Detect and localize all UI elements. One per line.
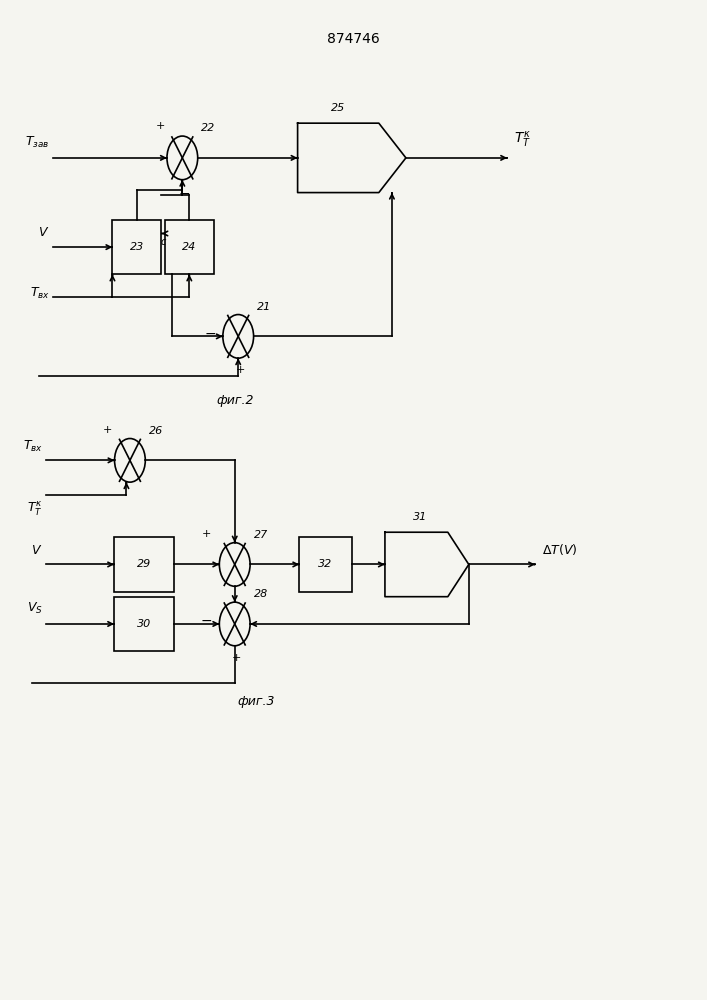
Text: +: +: [202, 529, 211, 539]
Text: $\mathit{T_{вх}}$: $\mathit{T_{вх}}$: [23, 439, 42, 454]
Text: +: +: [235, 365, 245, 375]
Bar: [165, 220, 214, 274]
Text: $\mathit{T_{зав}}$: $\mathit{T_{зав}}$: [25, 135, 49, 150]
Text: фиг.3: фиг.3: [237, 695, 274, 708]
Text: 25: 25: [331, 103, 345, 113]
Text: 27: 27: [254, 530, 268, 540]
Text: 874746: 874746: [327, 32, 380, 46]
Text: $\mathit{V_S}$: $\mathit{V_S}$: [27, 601, 42, 616]
Text: 31: 31: [413, 512, 427, 522]
Text: 22: 22: [201, 123, 216, 133]
Bar: [299, 537, 352, 592]
Text: фиг.2: фиг.2: [216, 394, 254, 407]
Text: $\mathit{V}$: $\mathit{V}$: [38, 226, 49, 239]
Text: −: −: [204, 326, 216, 340]
Text: 32: 32: [318, 559, 333, 569]
Text: 26: 26: [148, 426, 163, 436]
Bar: [115, 597, 174, 651]
Text: 28: 28: [254, 589, 268, 599]
Text: −: −: [179, 187, 190, 201]
Bar: [115, 537, 174, 592]
Text: $\mathit{T_T^{\kappa}}$: $\mathit{T_T^{\kappa}}$: [27, 500, 42, 518]
Text: 23: 23: [130, 242, 144, 252]
Text: 30: 30: [136, 619, 151, 629]
Text: +: +: [156, 121, 165, 131]
Text: 24: 24: [182, 242, 197, 252]
Text: +: +: [103, 425, 112, 435]
Text: $\Delta T(V)$: $\Delta T(V)$: [542, 542, 578, 557]
Text: −: −: [201, 614, 212, 628]
Text: +: +: [232, 653, 242, 663]
Text: $\mathit{T_{вх}}$: $\mathit{T_{вх}}$: [30, 286, 49, 301]
Text: $\mathit{V}$: $\mathit{V}$: [31, 544, 42, 557]
Text: $\mathit{T_T^{\kappa}}$: $\mathit{T_T^{\kappa}}$: [514, 130, 531, 150]
Text: c: c: [160, 237, 166, 247]
Bar: [112, 220, 161, 274]
Text: 21: 21: [257, 302, 271, 312]
Text: 29: 29: [136, 559, 151, 569]
